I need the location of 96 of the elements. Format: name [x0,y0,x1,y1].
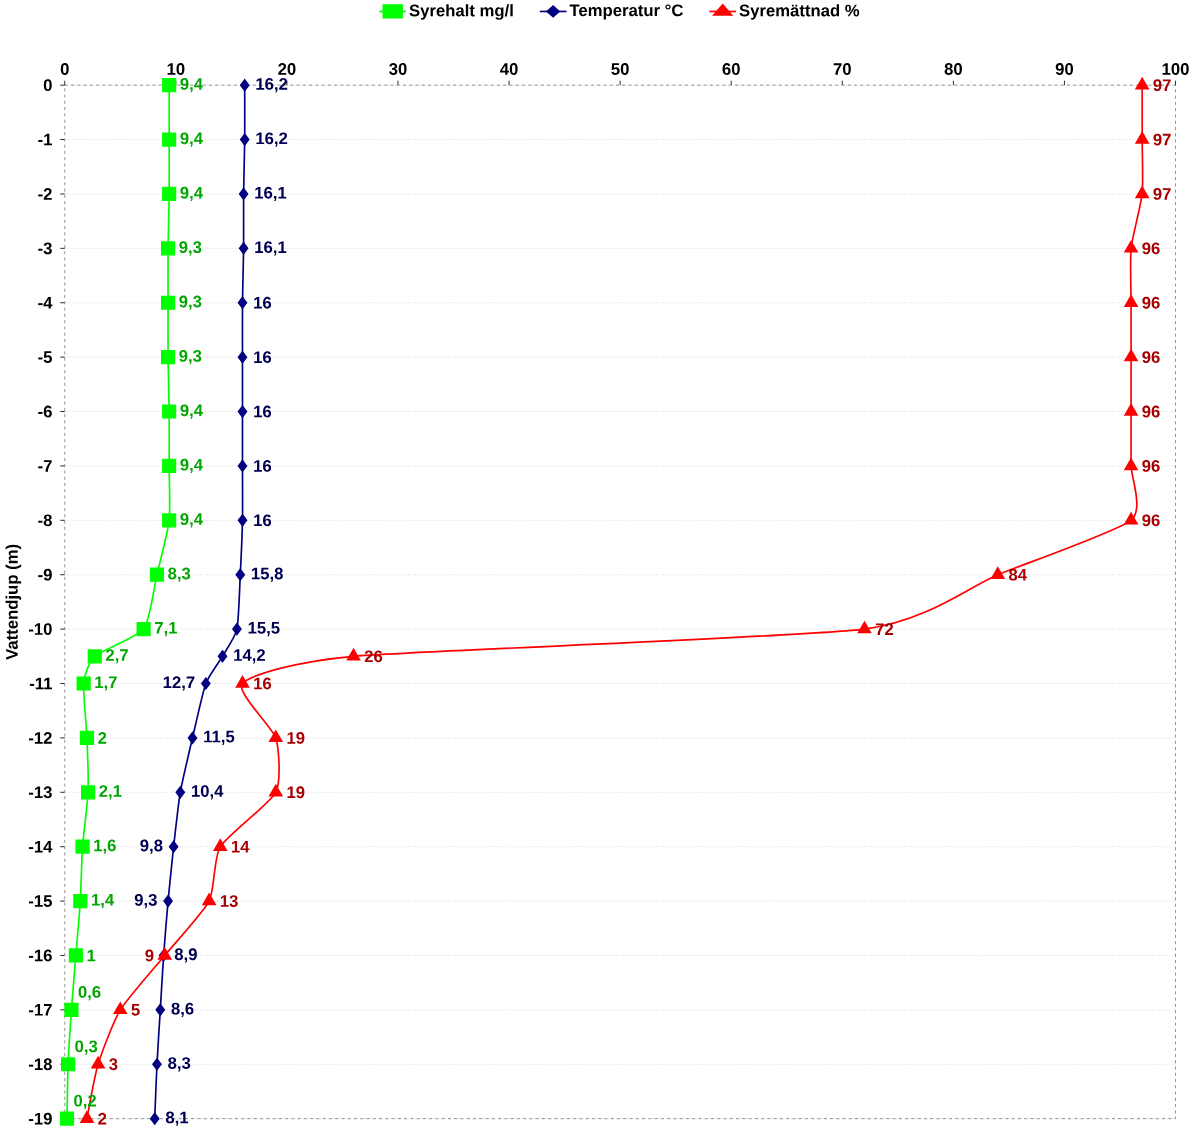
data-label: 7,1 [155,622,178,637]
data-label: 96 [1142,405,1160,418]
data-label: 16 [254,351,272,363]
data-label: 9,3 [134,893,157,909]
data-label: 8,3 [168,567,191,582]
data-label: 9,3 [179,349,202,365]
legend-label: Syremättnad % [739,4,860,20]
y-tick-label: -9 [38,568,52,581]
data-label: 5 [131,1003,140,1016]
data-label: 1,6 [94,839,116,854]
data-label: 12,7 [163,676,195,691]
data-label: 9,4 [180,186,203,202]
y-tick-label: -18 [28,1058,52,1071]
data-label: 1,7 [95,676,117,691]
data-label: 9 [145,949,154,962]
x-tick-label: 10 [167,63,185,75]
data-label: 97 [1153,133,1171,146]
x-tick-label: 80 [944,63,962,75]
data-label: 2 [98,732,107,744]
data-label: 1 [87,949,96,962]
data-label: 96 [1142,296,1160,309]
x-tick-label: 60 [722,63,740,75]
data-label: 1,4 [92,893,115,909]
x-tick-label: 20 [278,63,296,75]
y-tick-label: -2 [38,188,52,200]
data-label: 16 [254,459,272,472]
data-label: 2 [98,1112,107,1125]
data-label: 96 [1142,242,1160,255]
data-label: 9,4 [180,513,203,528]
y-tick-label: -16 [28,949,52,962]
data-label: 9,3 [179,241,202,256]
y-tick-label: 0 [43,79,52,92]
data-label: 8,3 [168,1057,191,1072]
x-tick-label: 40 [500,63,518,75]
data-label: 3 [109,1058,118,1071]
data-label: 9,3 [179,295,202,310]
data-label: 16 [254,514,272,527]
data-label: 15,5 [248,622,280,637]
data-label: 16 [254,405,272,418]
y-tick-label: -6 [38,405,52,418]
data-label: 13 [220,895,238,907]
y-tick-label: -17 [28,1004,52,1016]
data-label: 9,4 [180,77,203,93]
data-label: 15,8 [251,567,283,582]
data-label: 19 [287,731,305,744]
y-axis-title: Vattendjup (m) [5,544,22,660]
x-tick-label: 0 [60,63,69,75]
data-label: 97 [1153,79,1171,92]
data-label: 9,4 [180,132,203,147]
x-tick-label: 50 [611,63,629,75]
legend-label: Temperatur °C [569,4,683,20]
data-label: 8,6 [171,1002,194,1017]
y-tick-label: -3 [38,242,52,255]
data-label: 96 [1142,459,1160,472]
data-label: 0,6 [78,985,101,1001]
legend-label: Syrehalt mg/l [409,4,513,20]
y-tick-label: -7 [38,460,52,472]
data-label: 72 [875,623,894,635]
data-label: 14,2 [234,649,265,664]
data-label: 2,7 [105,649,128,664]
data-label: 16,1 [255,186,287,202]
x-tick-label: 70 [833,63,851,75]
data-label: 96 [1142,351,1160,363]
data-label: 14 [231,840,250,853]
data-label: 16,2 [256,132,288,147]
y-tick-label: -19 [28,1112,52,1125]
data-label: 8,1 [165,1111,189,1126]
data-label: 8,9 [174,948,197,963]
data-label: 16 [254,296,272,309]
y-tick-label: -14 [28,840,53,853]
data-label: 11,5 [204,730,235,745]
y-tick-label: -10 [28,623,52,635]
data-label: 16,2 [256,77,288,93]
x-tick-label: 30 [389,63,407,75]
y-tick-label: -5 [38,351,52,363]
x-tick-label: 100 [1162,63,1189,75]
data-label: 84 [1008,568,1027,581]
data-label: 97 [1153,187,1171,200]
data-label: 2,1 [99,785,122,800]
y-tick-label: -12 [28,732,52,744]
y-tick-label: -4 [38,296,53,309]
data-label: 16 [254,677,272,690]
y-tick-label: -15 [28,895,52,907]
x-tick-label: 90 [1055,63,1074,75]
data-label: 9,4 [180,458,203,473]
y-tick-label: -11 [29,677,52,690]
data-label: 16,1 [255,241,287,256]
data-label: 9,8 [140,839,163,854]
y-tick-label: -1 [38,133,52,146]
y-tick-label: -8 [38,514,52,527]
y-tick-label: -13 [28,786,52,799]
data-label: 9,4 [180,404,203,419]
data-label: 0,3 [75,1040,98,1055]
data-label: 10,4 [191,785,224,800]
data-label: 19 [287,786,305,799]
data-label: 96 [1142,514,1160,527]
